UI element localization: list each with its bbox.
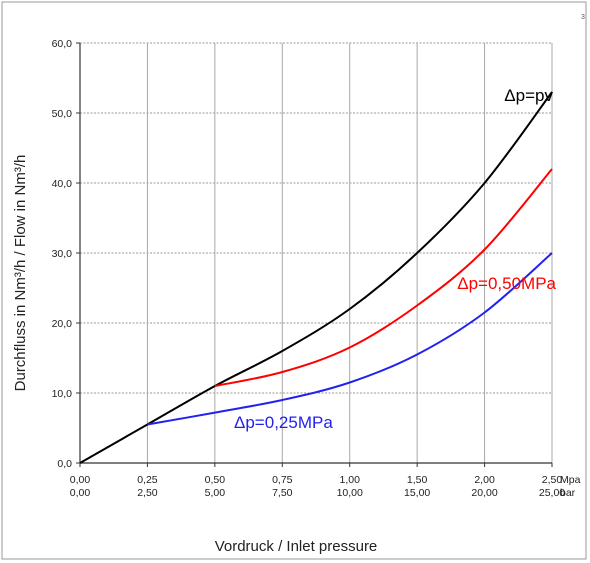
x-tick-label-mpa: 2,00 — [474, 474, 495, 486]
series-line-2 — [147, 252, 553, 426]
x-unit-bar: bar — [560, 487, 576, 499]
x-tick-label-mpa: 1,50 — [407, 474, 428, 486]
x-tick-label-bar: 2,50 — [137, 487, 158, 499]
y-tick-label: 50,0 — [52, 108, 73, 120]
x-tick-label-mpa: 0,25 — [137, 474, 158, 486]
x-tick-label-bar: 7,50 — [272, 487, 293, 499]
x-unit-mpa: Mpa — [560, 474, 581, 486]
corner-mark: 3 — [581, 14, 585, 21]
y-tick-label: 40,0 — [52, 178, 73, 190]
x-tick-label-bar: 10,00 — [337, 487, 363, 499]
grid — [80, 42, 553, 463]
x-tick-label-bar: 20,00 — [471, 487, 497, 499]
curve-labels: Δp=pv Δp=0,50MPa Δp=0,25MPa — [234, 86, 557, 432]
y-tick-labels: 0,0 10,0 20,0 30,0 40,0 50,0 60,0 — [52, 38, 80, 470]
y-tick-label: 0,0 — [57, 458, 72, 470]
y-axis-label: Durchfluss in Nm³/h / Flow in Nm³/h — [12, 155, 29, 392]
x-axis-label: Vordruck / Inlet pressure — [215, 538, 378, 555]
x-tick-label-bar: 5,00 — [205, 487, 226, 499]
x-tick-label-mpa: 0,50 — [205, 474, 226, 486]
series-line-0 — [79, 91, 553, 464]
y-tick-label: 60,0 — [52, 38, 73, 50]
x-tick-label-mpa: 0,00 — [70, 474, 91, 486]
x-tick-label-mpa: 0,75 — [272, 474, 293, 486]
x-tick-label-mpa: 1,00 — [339, 474, 360, 486]
series-label-0: Δp=pv — [504, 86, 553, 105]
series-label-2: Δp=0,25MPa — [234, 413, 333, 432]
series-line-1 — [214, 168, 553, 387]
x-tick-label-mpa: 2,50 — [542, 474, 563, 486]
y-tick-label: 30,0 — [52, 248, 73, 260]
x-tick-labels: 0,000,000,252,500,505,000,757,501,0010,0… — [70, 463, 581, 499]
x-tick-label-bar: 15,00 — [404, 487, 430, 499]
y-tick-label: 10,0 — [52, 388, 73, 400]
series-label-1: Δp=0,50MPa — [457, 274, 556, 293]
curves — [79, 91, 553, 464]
x-tick-label-bar: 0,00 — [70, 487, 91, 499]
y-tick-label: 20,0 — [52, 318, 73, 330]
x-tick-label-bar: 25,00 — [539, 487, 565, 499]
